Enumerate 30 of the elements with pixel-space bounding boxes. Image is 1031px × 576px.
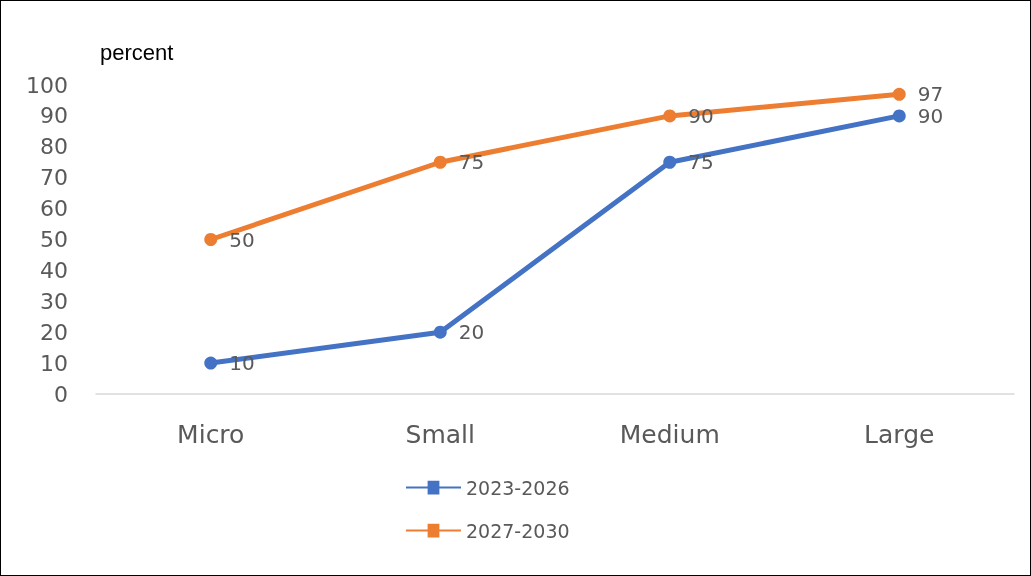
y-tick-label: 10	[40, 350, 68, 376]
data-label: 75	[458, 150, 485, 175]
y-tick-label: 20	[40, 319, 68, 345]
y-axis-title: percent	[100, 39, 174, 65]
point	[892, 87, 906, 101]
y-tick-label: 40	[40, 257, 68, 283]
data-label: 75	[688, 150, 714, 175]
y-tick-label: 30	[40, 288, 68, 314]
y-tick-label: 70	[40, 165, 68, 191]
point	[663, 109, 677, 123]
legend-label: 2027-2030	[466, 519, 570, 542]
point	[433, 325, 447, 339]
x-tick-label: Large	[864, 420, 935, 449]
y-tick-label: 60	[40, 196, 68, 222]
data-label: 20	[458, 320, 485, 345]
y-tick-label: 100	[26, 72, 68, 98]
x-tick-label: Micro	[177, 420, 245, 449]
x-tick-label: Medium	[619, 420, 720, 449]
point	[663, 155, 677, 169]
x-tick-label: Small	[405, 420, 475, 449]
y-tick-label: 80	[40, 134, 68, 160]
y-tick-label: 50	[40, 227, 68, 252]
y-tick-label: 0	[54, 381, 68, 407]
point	[433, 155, 447, 169]
point	[892, 109, 906, 123]
legend-label: 2023-2026	[466, 476, 570, 499]
data-label: 50	[229, 227, 255, 252]
y-tick-label: 90	[40, 103, 68, 129]
point	[204, 356, 218, 370]
point	[204, 233, 218, 246]
